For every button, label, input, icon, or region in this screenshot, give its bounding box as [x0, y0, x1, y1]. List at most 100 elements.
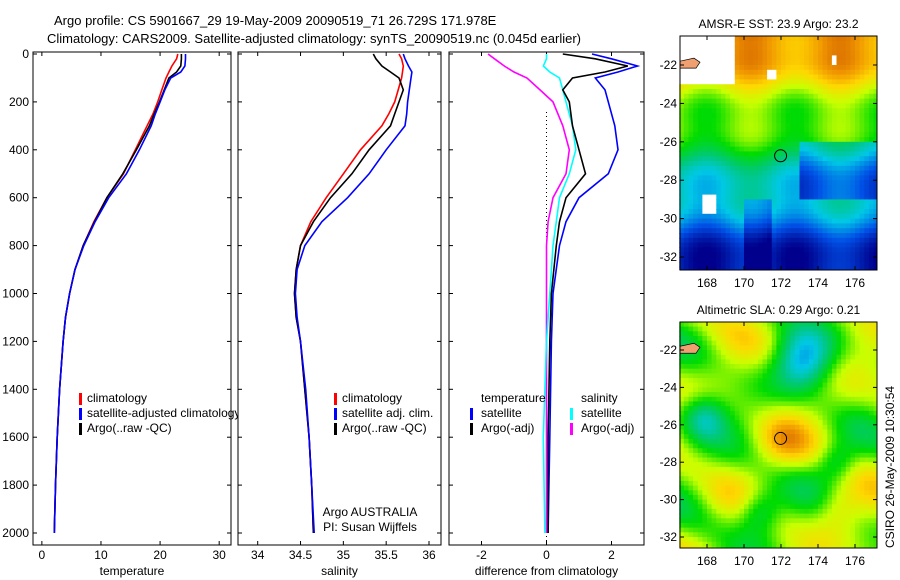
heatmap-cell — [785, 209, 791, 215]
heatmap-cell — [845, 74, 851, 80]
heatmap-cell — [790, 378, 796, 384]
heatmap-cell — [790, 443, 796, 449]
heatmap-cell — [744, 108, 750, 114]
heatmap-cell — [688, 452, 694, 459]
heatmap-cell — [771, 504, 777, 510]
heatmap-cell — [818, 359, 824, 365]
heatmap-cell — [781, 359, 787, 365]
heatmap-cell — [873, 266, 877, 270]
heatmap-cell — [785, 406, 791, 412]
heatmap-cell — [720, 84, 727, 90]
heatmap-cell — [868, 242, 875, 248]
heatmap-cell — [734, 326, 740, 332]
heatmap-cell — [785, 401, 791, 407]
heatmap-cell — [771, 65, 777, 71]
heatmap-cell — [785, 354, 791, 360]
heatmap-cell — [679, 336, 685, 342]
heatmap-cell — [716, 261, 722, 268]
heatmap-cell — [804, 194, 810, 200]
heatmap-cell — [697, 180, 703, 186]
heatmap-cell — [781, 93, 787, 100]
heatmap-cell — [818, 117, 824, 124]
heatmap-cell — [711, 55, 717, 61]
heatmap-cell — [679, 261, 685, 268]
heatmap-cell — [762, 228, 768, 234]
heatmap-cell — [697, 331, 703, 337]
heatmap-cell — [683, 494, 690, 501]
heatmap-cell — [748, 494, 754, 501]
heatmap-cell — [716, 252, 722, 258]
heatmap-cell — [776, 237, 782, 244]
heatmap-cell — [693, 354, 699, 360]
heatmap-cell — [725, 65, 731, 71]
heatmap-cell — [757, 438, 764, 445]
heatmap-cell — [864, 340, 870, 346]
heatmap-cell — [781, 457, 787, 463]
heatmap-cell — [804, 223, 810, 229]
heatmap-cell — [841, 354, 847, 360]
heatmap-cell — [873, 326, 877, 332]
heatmap-cell — [831, 462, 838, 468]
heatmap-cell — [748, 537, 754, 543]
heatmap-cell — [734, 151, 740, 157]
heatmap-cell — [790, 79, 796, 85]
heatmap-cell — [822, 132, 828, 138]
heatmap-cell — [818, 406, 824, 412]
heatmap-cell — [864, 518, 870, 524]
heatmap-cell — [818, 204, 824, 210]
heatmap-cell — [827, 204, 833, 210]
heatmap-cell — [831, 165, 838, 172]
heatmap-cell — [744, 165, 750, 172]
heatmap-cell — [744, 161, 750, 167]
heatmap-cell — [748, 354, 754, 360]
heatmap-cell — [748, 266, 754, 270]
heatmap-cell — [808, 180, 814, 186]
heatmap-cell — [748, 36, 754, 42]
heatmap-cell — [827, 103, 833, 109]
heatmap-cell — [855, 165, 861, 172]
heatmap-cell — [748, 194, 754, 200]
heatmap-cell — [739, 213, 745, 220]
heatmap-cell — [688, 252, 694, 258]
heatmap-cell — [734, 175, 740, 181]
heatmap-cell — [730, 252, 736, 258]
heatmap-cell — [845, 55, 851, 61]
heatmap-cell — [785, 429, 791, 435]
heatmap-cell — [711, 518, 717, 524]
heatmap-cell — [730, 218, 736, 224]
heatmap-cell — [693, 336, 699, 342]
heatmap-cell — [836, 368, 842, 374]
heatmap-cell — [776, 420, 782, 426]
heatmap-cell — [850, 242, 856, 248]
heatmap-cell — [813, 60, 819, 66]
heatmap-cell — [697, 546, 703, 548]
heatmap-cell — [868, 415, 875, 421]
heatmap-cell — [753, 84, 759, 90]
heatmap-cell — [790, 532, 796, 538]
heatmap-cell — [868, 406, 875, 412]
heatmap-cell — [785, 74, 791, 80]
heatmap-cell — [767, 476, 773, 482]
heatmap-cell — [868, 137, 875, 143]
heatmap-cell — [845, 194, 851, 200]
heatmap-cell — [804, 452, 810, 459]
heatmap-cell — [864, 382, 870, 388]
heatmap-cell — [753, 485, 759, 491]
heatmap-cell — [831, 340, 838, 346]
heatmap-cell — [748, 392, 754, 398]
heatmap-cell — [702, 494, 708, 501]
heatmap-cell — [827, 429, 833, 435]
heatmap-cell — [794, 378, 801, 384]
heatmap-cell — [679, 113, 685, 119]
heatmap-cell — [827, 373, 833, 379]
heatmap-cell — [748, 165, 754, 172]
heatmap-cell — [855, 480, 861, 487]
heatmap-cell — [794, 89, 801, 95]
heatmap-cell — [688, 537, 694, 543]
heatmap-cell — [757, 415, 764, 421]
heatmap-cell — [850, 434, 856, 440]
heatmap-cell — [748, 185, 754, 191]
heatmap-cell — [790, 541, 796, 547]
heatmap-cell — [725, 180, 731, 186]
heatmap-cell — [836, 242, 842, 248]
